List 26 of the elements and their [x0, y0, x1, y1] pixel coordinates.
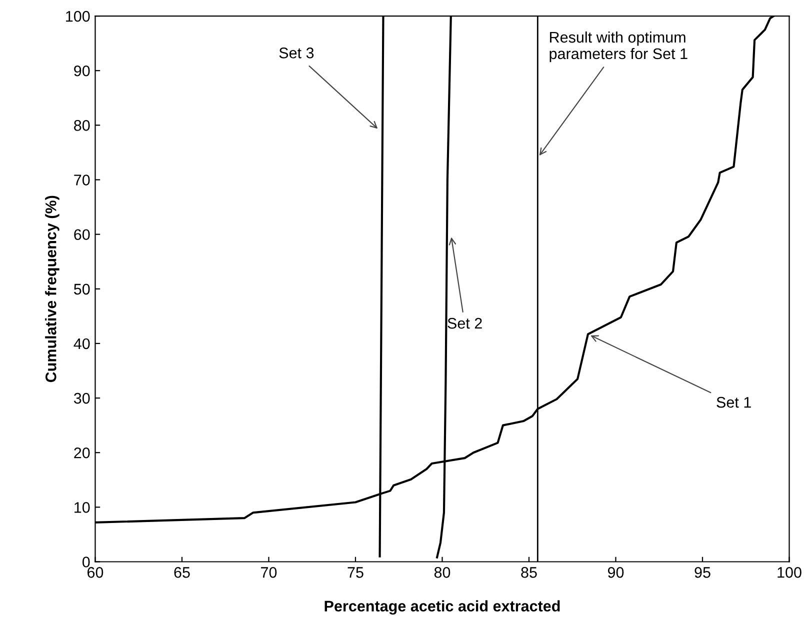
- y-tick-label: 0: [82, 556, 90, 568]
- y-tick-label: 30: [74, 392, 90, 404]
- y-tick-label: 70: [74, 174, 90, 186]
- x-tick-label: 80: [434, 567, 450, 578]
- y-axis-title: Cumulative frequency (%): [45, 196, 60, 382]
- y-tick-label: 10: [74, 502, 90, 513]
- x-axis-title: Percentage acetic acid extracted: [324, 600, 560, 615]
- annotation: Set 2: [448, 318, 482, 329]
- x-tick-label: 100: [778, 567, 802, 578]
- y-tick-label: 80: [74, 120, 90, 131]
- x-tick-label: 75: [348, 567, 364, 578]
- y-tick-label: 90: [74, 65, 90, 76]
- x-tick-label: 60: [88, 567, 104, 578]
- y-tick-label: 40: [74, 338, 90, 350]
- x-tick-label: 85: [521, 567, 537, 578]
- y-tick-label: 50: [74, 284, 90, 295]
- annotation: Set 3: [279, 48, 314, 58]
- x-tick-label: 65: [174, 567, 190, 578]
- x-tick-label: 70: [261, 567, 277, 578]
- annotation: Result with optimum parameters for Set 1: [550, 31, 688, 62]
- y-tick-label: 100: [66, 10, 90, 22]
- annotation: Set 1: [716, 396, 751, 408]
- x-tick-label: 90: [608, 567, 624, 578]
- y-tick-label: 60: [74, 229, 90, 240]
- y-tick-label: 20: [74, 447, 90, 458]
- x-tick-label: 95: [694, 567, 710, 578]
